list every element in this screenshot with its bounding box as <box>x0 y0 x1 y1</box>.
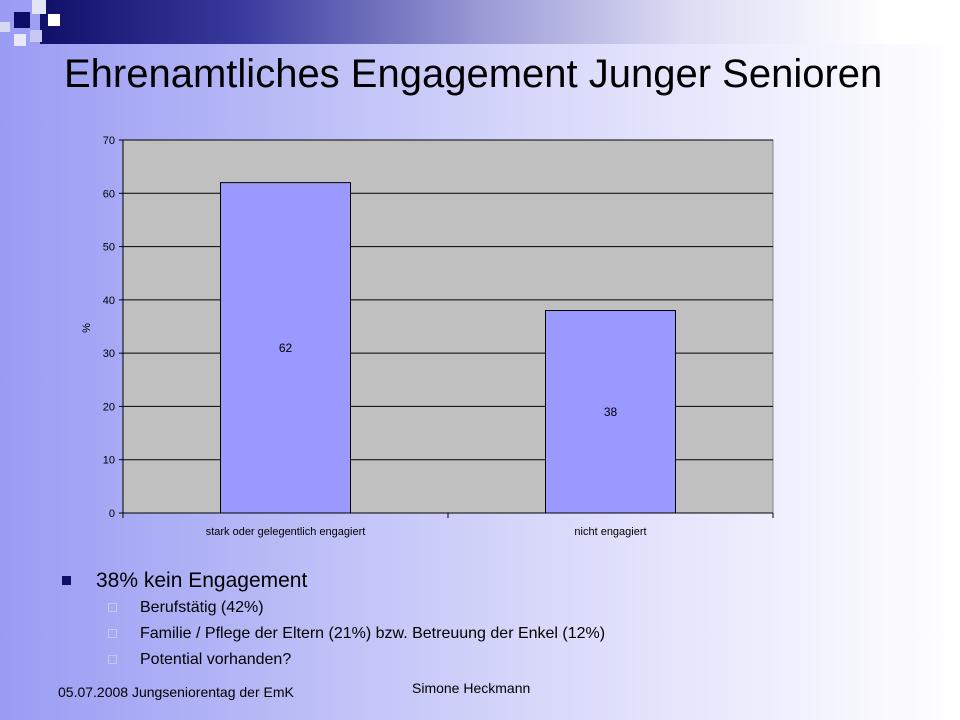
sub-bullet-text: Berufstätig (42%) <box>140 599 264 616</box>
footer-date-event: 05.07.2008 Jungseniorentag der EmK <box>58 684 294 700</box>
decor-square <box>0 22 10 32</box>
sub-bullet-item: Potential vorhanden? <box>72 647 922 673</box>
bar-data-label: 62 <box>279 341 293 355</box>
decor-square <box>14 34 26 46</box>
bullet-list: 38% kein Engagement Berufstätig (42%) Fa… <box>62 567 922 673</box>
sub-bullet-text: Potential vorhanden? <box>140 651 292 668</box>
y-tick-label: 0 <box>109 508 115 520</box>
sub-bullet-item: Familie / Pflege der Eltern (21%) bzw. B… <box>72 621 922 647</box>
y-tick-label: 40 <box>103 295 115 307</box>
y-tick-label: 20 <box>103 401 115 413</box>
slide-title: Ehrenamtliches Engagement Junger Seniore… <box>64 52 883 96</box>
y-tick-label: 10 <box>103 455 115 467</box>
y-axis-label: % <box>81 323 93 333</box>
decor-square <box>30 30 42 42</box>
hollow-square-bullet-icon <box>108 655 117 664</box>
bullet-item: 38% kein Engagement <box>62 567 922 595</box>
hollow-square-bullet-icon <box>108 603 117 612</box>
x-category-label: stark oder gelegentlich engagiert <box>206 526 366 538</box>
y-tick-label: 60 <box>103 188 115 200</box>
sub-bullet-item: Berufstätig (42%) <box>72 595 922 621</box>
bar <box>545 310 676 514</box>
footer-author: Simone Heckmann <box>412 680 531 696</box>
bar <box>220 182 351 514</box>
y-tick-label: 50 <box>103 242 115 254</box>
plot-area: 0 10 20 30 40 50 60 70 62 stark oder gelegentlich… <box>103 135 774 538</box>
decor-square <box>14 12 30 28</box>
bar-chart: 0 10 20 30 40 50 60 70 62 stark oder gelegentlich… <box>81 135 774 538</box>
decor-square <box>32 0 46 14</box>
bar-data-label: 38 <box>604 405 618 419</box>
bullet-text: 38% kein Engagement <box>96 569 308 592</box>
y-tick-label: 30 <box>103 348 115 360</box>
y-tick-label: 70 <box>103 135 115 147</box>
x-category-label: nicht engagiert <box>574 526 646 538</box>
sub-bullet-text: Familie / Pflege der Eltern (21%) bzw. B… <box>140 625 606 642</box>
title-band-decoration <box>40 0 960 44</box>
square-bullet-icon <box>62 576 71 585</box>
hollow-square-bullet-icon <box>108 629 117 638</box>
decor-square <box>48 14 60 26</box>
